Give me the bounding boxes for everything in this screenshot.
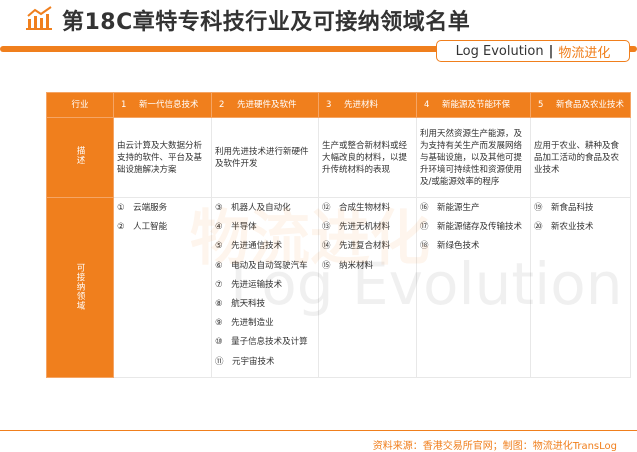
page-title: 第18C章特专科技行业及可接纳领域名单 bbox=[62, 10, 471, 35]
col-header: 5 新食品及农业技术 bbox=[530, 92, 631, 118]
domain-item: ⑨ 先进制造业 bbox=[215, 318, 274, 329]
domain-cell: ① 云端服务 ② 人工智能 bbox=[113, 197, 212, 378]
domain-item: ⑭ 先进复合材料 bbox=[322, 241, 391, 252]
domain-item: ⑬ 先进无机材料 bbox=[322, 222, 391, 233]
domain-cell: ③ 机器人及自动化 ④ 半导体 ⑤ 先进通信技术 ⑥ 电动及自动驾驶汽车 ⑦ 先进运输技… bbox=[211, 197, 319, 378]
domain-item: ① 云端服务 bbox=[117, 203, 168, 213]
domain-item: ③ 机器人及自动化 bbox=[215, 203, 291, 213]
chart-icon bbox=[26, 6, 52, 30]
description-row: 描述 由云计算及大数据分析支持的软件、平台及基础设施解决方案 利用先进技术进行新… bbox=[46, 117, 631, 198]
domain-item: ⑪ 元宇宙技术 bbox=[215, 356, 275, 367]
domain-item: ⑰ 新能源储存及传输技术 bbox=[420, 222, 523, 233]
domain-item: ② 人工智能 bbox=[117, 222, 168, 233]
logo: Log Evolution | 物流进化 bbox=[436, 40, 630, 62]
description-cell: 利用天然资源生产能源，及为支持有关生产而发展网络与基础设施，以及其他可提升环境可… bbox=[416, 117, 531, 198]
header-row: 行业 1 新一代信息技术 2 先进硬件及软件 3 先进材料 4 新能源及节能环保 5 新食… bbox=[46, 92, 631, 118]
domain-cell: ⑯ 新能源生产 ⑰ 新能源储存及传输技术 ⑱ 新绿色技术 bbox=[416, 197, 531, 378]
industry-table: 行业 1 新一代信息技术 2 先进硬件及软件 3 先进材料 4 新能源及节能环保 5 新食… bbox=[46, 92, 631, 378]
domains-label: 可接纳领域 bbox=[46, 197, 114, 378]
logo-separator: | bbox=[548, 43, 554, 59]
domain-item: ⑫ 合成生物材料 bbox=[322, 203, 391, 213]
domain-item: ⑮ 纳米材料 bbox=[322, 260, 374, 271]
domain-cell: ⑲ 新食品科技 ⑳ 新农业技术 bbox=[530, 197, 631, 378]
logo-cn: 物流进化 bbox=[558, 45, 611, 61]
domain-item: ⑤ 先进通信技术 bbox=[215, 241, 283, 252]
domain-item: ⑥ 电动及自动驾驶汽车 bbox=[215, 260, 308, 271]
col-header: 1 新一代信息技术 bbox=[113, 92, 212, 118]
domain-cell: ⑫ 合成生物材料 ⑬ 先进无机材料 ⑭ 先进复合材料 ⑮ 纳米材料 bbox=[318, 197, 417, 378]
logo-en: Log Evolution bbox=[455, 43, 544, 59]
col-header: 3 先进材料 bbox=[318, 92, 417, 118]
footer-divider bbox=[0, 430, 637, 431]
description-cell: 由云计算及大数据分析支持的软件、平台及基础设施解决方案 bbox=[113, 117, 212, 198]
col-header: 4 新能源及节能环保 bbox=[416, 92, 531, 118]
domain-item: ⑦ 先进运输技术 bbox=[215, 279, 283, 290]
domain-item: ⑧ 航天科技 bbox=[215, 298, 266, 309]
description-cell: 生产或整合新材料或经大幅改良的材料，以提升传统材料的表现 bbox=[318, 117, 417, 198]
description-label: 描述 bbox=[46, 117, 114, 198]
domain-item: ④ 半导体 bbox=[215, 222, 257, 233]
col-header: 2 先进硬件及软件 bbox=[211, 92, 319, 118]
source-note: 资料来源：香港交易所官网；制图：物流进化TransLog bbox=[372, 441, 617, 452]
industry-label: 行业 bbox=[46, 92, 114, 118]
description-cell: 利用先进技术进行新硬件及软件开发 bbox=[211, 117, 319, 198]
description-cell: 应用于农业、耕种及食品加工活动的食品及农业技术 bbox=[530, 117, 631, 198]
domain-item: ⑱ 新绿色技术 bbox=[420, 241, 480, 252]
domains-row: 可接纳领域 ① 云端服务 ② 人工智能 ③ 机器人及自动化 ④ 半导体 ⑤ 先进通信技… bbox=[46, 197, 631, 378]
domain-item: ⑩ 量子信息技术及计算 bbox=[215, 337, 308, 348]
domain-item: ⑳ 新农业技术 bbox=[534, 222, 594, 233]
domain-item: ⑲ 新食品科技 bbox=[534, 203, 594, 213]
title-divider bbox=[0, 46, 637, 52]
domain-item: ⑯ 新能源生产 bbox=[420, 203, 480, 213]
